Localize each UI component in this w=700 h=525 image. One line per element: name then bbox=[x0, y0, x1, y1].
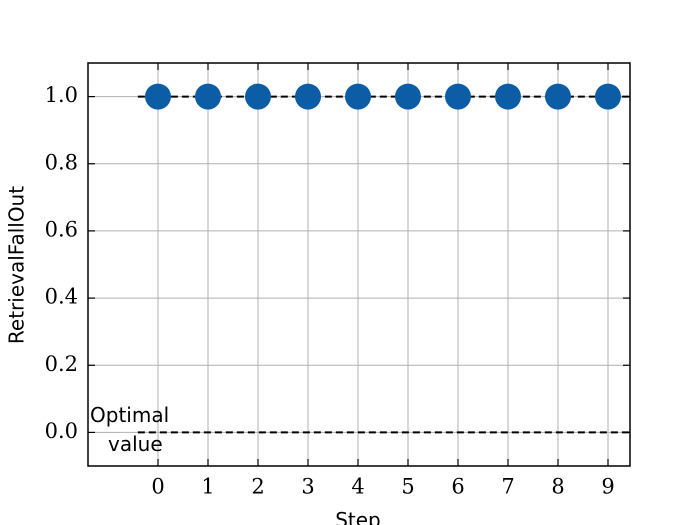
annotation: value bbox=[108, 432, 163, 456]
y-tick-label: 0.8 bbox=[45, 150, 78, 174]
x-tick-label: 0 bbox=[151, 475, 164, 499]
point bbox=[245, 83, 271, 110]
point bbox=[545, 83, 571, 110]
point bbox=[445, 83, 471, 110]
point bbox=[195, 83, 221, 110]
grid bbox=[88, 63, 630, 466]
y-tick-label: 0.6 bbox=[45, 217, 78, 241]
point bbox=[345, 83, 371, 110]
y-tick-label: 1.0 bbox=[45, 83, 78, 107]
point bbox=[295, 83, 321, 110]
point bbox=[145, 83, 171, 110]
y-tick-label: 0.4 bbox=[45, 285, 78, 309]
point bbox=[595, 83, 621, 110]
x-tick-label: 6 bbox=[451, 475, 464, 499]
x-tick-label: 1 bbox=[201, 475, 214, 499]
plot-frame bbox=[87, 62, 631, 467]
x-tick-label: 8 bbox=[551, 475, 564, 499]
x-tick-label: 5 bbox=[401, 475, 414, 499]
x-tick-label: 3 bbox=[301, 475, 314, 499]
annotation: Optimal bbox=[90, 403, 169, 427]
x-axis-label: Step bbox=[335, 508, 381, 525]
x-tick-label: 9 bbox=[601, 475, 614, 499]
x-tick-label: 7 bbox=[501, 475, 514, 499]
x-tick-label: 4 bbox=[351, 475, 364, 499]
y-axis-label: RetrievalFallOut bbox=[5, 186, 29, 344]
point bbox=[495, 83, 521, 110]
point bbox=[395, 83, 421, 110]
y-tick-label: 0.0 bbox=[45, 419, 78, 443]
x-tick-label: 2 bbox=[251, 475, 264, 499]
y-tick-label: 0.2 bbox=[45, 352, 78, 376]
